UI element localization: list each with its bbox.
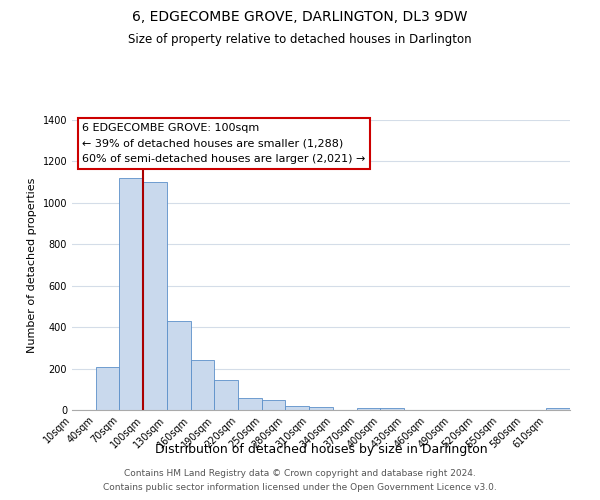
Bar xyxy=(356,408,380,410)
Text: 6 EDGECOMBE GROVE: 100sqm
← 39% of detached houses are smaller (1,288)
60% of se: 6 EDGECOMBE GROVE: 100sqm ← 39% of detac… xyxy=(82,123,365,164)
Bar xyxy=(96,366,119,410)
Bar xyxy=(380,408,404,410)
Text: Contains public sector information licensed under the Open Government Licence v3: Contains public sector information licen… xyxy=(103,484,497,492)
Text: Contains HM Land Registry data © Crown copyright and database right 2024.: Contains HM Land Registry data © Crown c… xyxy=(124,468,476,477)
Text: Size of property relative to detached houses in Darlington: Size of property relative to detached ho… xyxy=(128,32,472,46)
Bar xyxy=(309,407,333,410)
Bar xyxy=(238,398,262,410)
Bar xyxy=(546,408,570,410)
Bar xyxy=(262,400,286,410)
Bar xyxy=(119,178,143,410)
Bar xyxy=(214,380,238,410)
Bar xyxy=(191,360,214,410)
Bar xyxy=(143,182,167,410)
Bar xyxy=(286,406,309,410)
Bar xyxy=(167,321,191,410)
Text: 6, EDGECOMBE GROVE, DARLINGTON, DL3 9DW: 6, EDGECOMBE GROVE, DARLINGTON, DL3 9DW xyxy=(132,10,468,24)
Y-axis label: Number of detached properties: Number of detached properties xyxy=(27,178,37,352)
Text: Distribution of detached houses by size in Darlington: Distribution of detached houses by size … xyxy=(155,442,487,456)
